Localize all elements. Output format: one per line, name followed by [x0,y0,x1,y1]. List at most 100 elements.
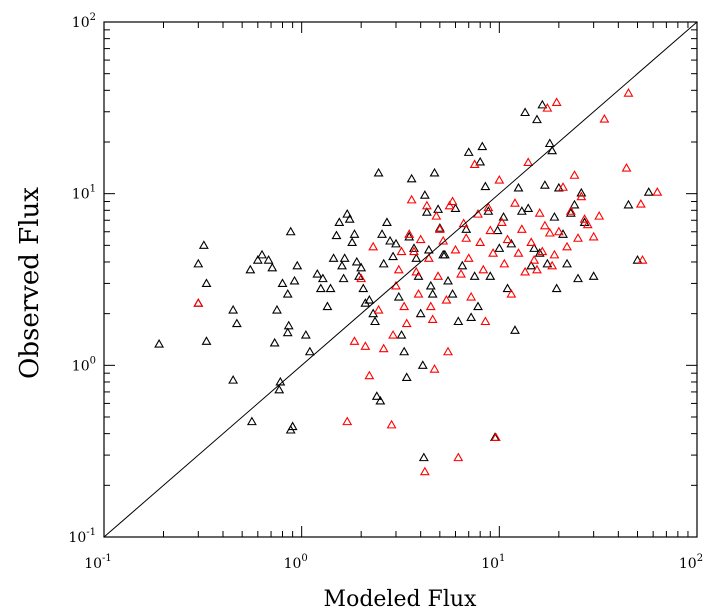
data-point [520,107,531,117]
data-point [415,234,426,244]
data-point [480,181,491,191]
data-point [285,226,296,236]
data-point [425,280,436,290]
data-point [415,308,426,318]
data-point [434,224,445,233]
data-point [349,229,360,238]
data-point [339,253,350,262]
data-point [272,304,282,314]
data-point [399,301,410,311]
data-point [469,159,480,168]
data-point [198,240,209,249]
data-point [569,170,580,179]
data-point [513,248,524,257]
data-point [510,198,520,207]
data-point [393,291,404,301]
data-point [532,264,542,274]
data-point [429,167,440,177]
data-point [396,246,407,256]
data-point [201,336,212,345]
data-point [558,182,568,191]
data-point [401,372,412,381]
data-point [453,316,464,326]
data-point [544,138,555,148]
data-point [411,253,422,262]
data-point [562,241,572,251]
data-point [401,318,412,328]
data-point [477,141,488,151]
data-point [331,230,342,240]
data-point [364,294,375,304]
data-point [201,278,212,287]
data-point [388,329,399,339]
data-point [539,180,550,189]
data-point [421,200,432,210]
data-point [413,271,424,280]
y-tick-labels: 10-1 100 101 102 [68,12,96,546]
data-point [373,304,384,314]
data-point [485,271,496,280]
data-point [317,273,328,283]
data-point [534,208,545,217]
data-point [523,157,534,167]
data-point [488,248,499,257]
data-point [537,246,548,256]
data-point [478,264,489,274]
data-point [245,264,256,274]
data-point [565,208,576,217]
data-point [499,258,510,268]
data-point [228,375,239,384]
data-point [466,291,477,301]
data-point [322,301,333,311]
data-point [547,260,558,270]
data-point [502,234,513,244]
data-point [342,209,353,218]
data-point [588,271,599,280]
data-point [526,237,537,246]
data-point [356,262,367,272]
data-point [377,229,387,238]
data-point [569,199,580,209]
data-point [565,206,576,215]
data-point [358,283,369,293]
data-point [510,325,520,334]
data-point [441,294,452,304]
data-point [450,244,461,254]
data-point [351,256,362,266]
data-point [344,214,355,223]
data-point [562,258,572,268]
data-point [433,271,444,280]
data-point [399,346,410,356]
data-point [328,253,339,262]
data-point [364,370,375,380]
data-point [263,255,274,264]
data-point [494,243,505,252]
data-point [375,395,386,405]
data-point [652,187,663,196]
data-point [516,206,527,215]
data-point [421,207,432,216]
data-point [443,275,453,285]
data-point [391,238,401,248]
data-point [443,346,453,356]
data-point [523,203,534,213]
points-layer [154,88,663,476]
data-point [444,200,455,210]
data-point [513,182,524,192]
data-point [413,288,424,298]
x-tick-label: 102 [679,553,703,572]
data-point [409,246,419,256]
data-point [381,217,392,226]
data-point [349,336,360,345]
one-to-one-line [103,21,698,538]
data-point [338,273,349,283]
data-point [599,113,610,123]
data-point [498,212,509,221]
data-point [544,227,555,237]
data-point [551,283,562,293]
data-point [529,243,540,252]
data-point [193,298,204,307]
data-point [418,452,429,462]
data-point [529,255,540,264]
data-point [287,421,298,431]
